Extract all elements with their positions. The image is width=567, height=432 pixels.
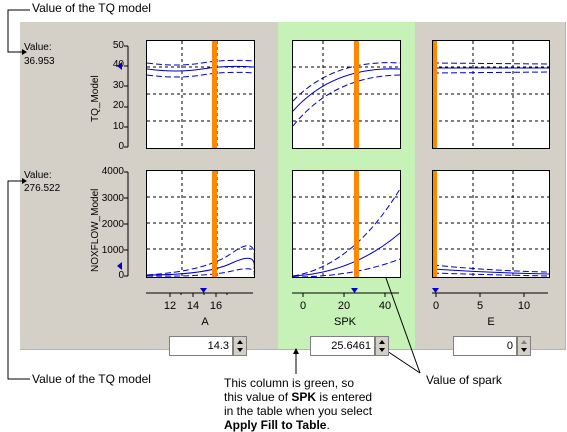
tq-ytick: 50	[112, 40, 124, 51]
nox-ytick: 0	[118, 270, 124, 281]
green-note-line: this value of SPK is entered	[224, 390, 373, 404]
green-note: This column is green, so this value of S…	[224, 376, 372, 432]
green-note-line: Apply Fill to Table.	[224, 418, 330, 432]
chevron-up-icon	[379, 340, 385, 344]
a-xtick: 14	[186, 300, 200, 312]
a-xtick: 12	[163, 300, 177, 312]
spk-xtick: 40	[378, 300, 392, 312]
nox-ytick: 3000	[101, 193, 124, 204]
a-value-input[interactable]: 14.3	[169, 336, 233, 356]
tq-value: 36.953	[24, 56, 55, 67]
plot-nox-spk	[292, 170, 401, 278]
a-xtick: 16	[209, 300, 223, 312]
tq-value-label: Value:	[24, 42, 52, 53]
nox-ytick: 1000	[101, 245, 124, 256]
plot-tq-spk	[292, 40, 401, 149]
spk-xtick: 20	[337, 300, 351, 312]
nox-value: 276.522	[24, 183, 61, 194]
annotation-top: Value of the TQ model	[32, 1, 151, 15]
plot-nox-e	[432, 170, 550, 278]
spk-value-stepper[interactable]	[375, 336, 389, 356]
nox-ytick: 4000	[101, 166, 124, 177]
e-axis-label: E	[487, 316, 495, 328]
green-note-line: in the table when you select	[224, 404, 373, 418]
tq-ytick: 20	[112, 100, 124, 111]
e-value-input[interactable]: 0	[453, 336, 517, 356]
chevron-down-icon	[521, 348, 527, 352]
a-axis-label: A	[201, 316, 209, 328]
e-xtick: 5	[476, 300, 484, 312]
nox-ytick: 2000	[101, 219, 124, 230]
e-xtick: 10	[517, 300, 531, 312]
nox-value-label: Value:	[24, 170, 52, 181]
plot-nox-a	[146, 170, 255, 278]
tq-ytick: 30	[112, 80, 124, 91]
tq-row-label-cell	[20, 22, 136, 153]
spk-value-input[interactable]: 25.6461	[310, 336, 375, 356]
e-xtick: 0	[432, 300, 440, 312]
chevron-down-icon	[379, 348, 385, 352]
tq-ytick: 0	[118, 141, 124, 152]
tq-ytick: 10	[112, 121, 124, 132]
annotation-bottom-left: Value of the TQ model	[32, 372, 151, 386]
plot-tq-a	[146, 40, 255, 149]
chevron-up-icon	[237, 340, 243, 344]
corner-cell	[20, 284, 136, 350]
green-note-line: This column is green, so	[224, 376, 355, 390]
annotation-value-of-spark: Value of spark	[426, 373, 502, 387]
chevron-up-icon	[521, 340, 527, 344]
chevron-down-icon	[237, 348, 243, 352]
spk-xtick: 0	[299, 300, 307, 312]
spk-axis-label: SPK	[333, 316, 356, 328]
tq-ytick: 40	[112, 59, 124, 70]
e-value-stepper[interactable]	[517, 336, 531, 356]
a-value-stepper[interactable]	[233, 336, 247, 356]
plot-tq-e	[432, 40, 550, 149]
